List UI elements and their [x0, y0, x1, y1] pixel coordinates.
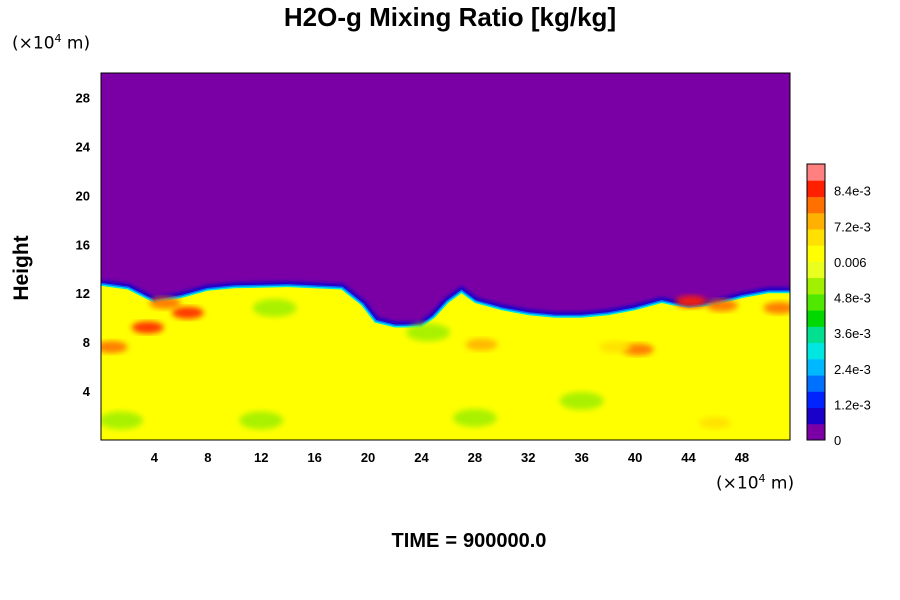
- y-unit-base: (×10: [12, 33, 55, 54]
- colorbar-segment-8: [807, 293, 825, 311]
- time-readout: TIME = 900000.0: [0, 530, 900, 553]
- colorbar-tick-label-5: 0.006: [834, 255, 867, 270]
- colorbar-segment-15: [807, 180, 825, 197]
- y-tick-label-12: 12: [76, 286, 90, 301]
- y-tick-label-24: 24: [76, 139, 91, 154]
- x-tick-label-40: 40: [628, 450, 642, 465]
- colorbar-segment-13: [807, 212, 825, 230]
- moist-region: [101, 285, 790, 440]
- colorbar-segment-2: [807, 391, 825, 409]
- y-axis-unit: (×104 m): [12, 32, 90, 54]
- x-tick-label-4: 4: [151, 450, 159, 465]
- colorbar-segment-7: [807, 310, 825, 327]
- moist-pocket-1: [171, 306, 204, 319]
- dry-pocket-3: [406, 323, 451, 342]
- x-tick-label-32: 32: [521, 450, 535, 465]
- moist-pocket-7: [763, 301, 790, 314]
- x-tick-label-28: 28: [468, 450, 482, 465]
- x-tick-label-16: 16: [307, 450, 321, 465]
- colorbar-segment-9: [807, 277, 825, 295]
- dry-pocket-4: [252, 298, 297, 317]
- moist-pocket-3: [149, 296, 182, 309]
- colorbar-tick-label-7: 8.4e-3: [834, 184, 871, 199]
- x-axis-unit: (×104 m): [716, 472, 794, 494]
- time-equals: =: [445, 530, 458, 552]
- moist-pocket-8: [599, 341, 632, 354]
- colorbar-segment-4: [807, 358, 825, 376]
- colorbar-tick-label-2: 2.4e-3: [834, 362, 871, 377]
- x-tick-label-20: 20: [361, 450, 375, 465]
- colorbar-tick-label-3: 3.6e-3: [834, 326, 871, 341]
- colorbar-segment-1: [807, 407, 825, 425]
- colorbar-tick-label-1: 1.2e-3: [834, 397, 871, 412]
- time-value: 900000.0: [463, 530, 547, 552]
- x-tick-label-44: 44: [681, 450, 696, 465]
- y-unit-tail: m): [61, 33, 91, 54]
- dry-pocket-5: [101, 411, 144, 430]
- colorbar-tick-label-4: 4.8e-3: [834, 291, 871, 306]
- colorbar-segment-0: [807, 423, 825, 441]
- x-tick-label-48: 48: [735, 450, 749, 465]
- y-tick-label-20: 20: [76, 188, 90, 203]
- colorbar-segment-3: [807, 375, 825, 392]
- x-tick-label-36: 36: [574, 450, 588, 465]
- x-unit-base: (×10: [716, 473, 759, 494]
- y-tick-label-8: 8: [83, 335, 90, 350]
- dry-pocket-0: [239, 411, 284, 430]
- x-tick-label-24: 24: [414, 450, 429, 465]
- colorbar-tick-label-6: 7.2e-3: [834, 219, 871, 234]
- moist-pocket-9: [699, 416, 732, 429]
- colorbar-segment-10: [807, 261, 825, 279]
- x-unit-exponent: 4: [758, 472, 766, 485]
- y-tick-label-16: 16: [76, 237, 90, 252]
- x-tick-label-12: 12: [254, 450, 268, 465]
- y-tick-label-28: 28: [76, 90, 90, 105]
- colorbar-segment-16: [807, 164, 825, 181]
- colorbar-frame: [806, 163, 826, 441]
- moist-pocket-5: [675, 295, 708, 308]
- colorbar-segment-12: [807, 228, 825, 246]
- moist-pocket-2: [101, 341, 128, 354]
- y-ticks-group: 4 8 12 16 20 24 28: [76, 90, 91, 399]
- chart-title: H2O-g Mixing Ratio [kg/kg]: [283, 2, 617, 32]
- y-unit-exponent: 4: [54, 32, 62, 45]
- x-ticks-group: 4 8 12 16 20 24 28 32 36 40 44 48: [151, 450, 749, 465]
- pockets-group: [101, 295, 790, 430]
- dry-pocket-1: [452, 408, 497, 427]
- colorbar-segment-6: [807, 326, 825, 344]
- y-tick-label-4: 4: [83, 384, 91, 399]
- time-label: TIME: [391, 530, 440, 552]
- colorbar-tick-label-0: 0: [834, 433, 841, 448]
- colorbar-segment-5: [807, 342, 825, 360]
- moist-pocket-6: [705, 299, 738, 312]
- plot-area: [101, 73, 790, 440]
- colorbar: 0 1.2e-3 2.4e-3 3.6e-3 4.8e-3 0.006 7.2e-3 8.4e…: [806, 163, 871, 448]
- dry-pocket-2: [559, 391, 604, 410]
- x-unit-tail: m): [765, 473, 795, 494]
- x-tick-label-8: 8: [204, 450, 211, 465]
- colorbar-segment-11: [807, 245, 825, 262]
- moist-pocket-10: [465, 338, 498, 351]
- plot-frame: [100, 72, 791, 441]
- moist-pocket-0: [131, 321, 164, 334]
- colorbar-segment-14: [807, 196, 825, 214]
